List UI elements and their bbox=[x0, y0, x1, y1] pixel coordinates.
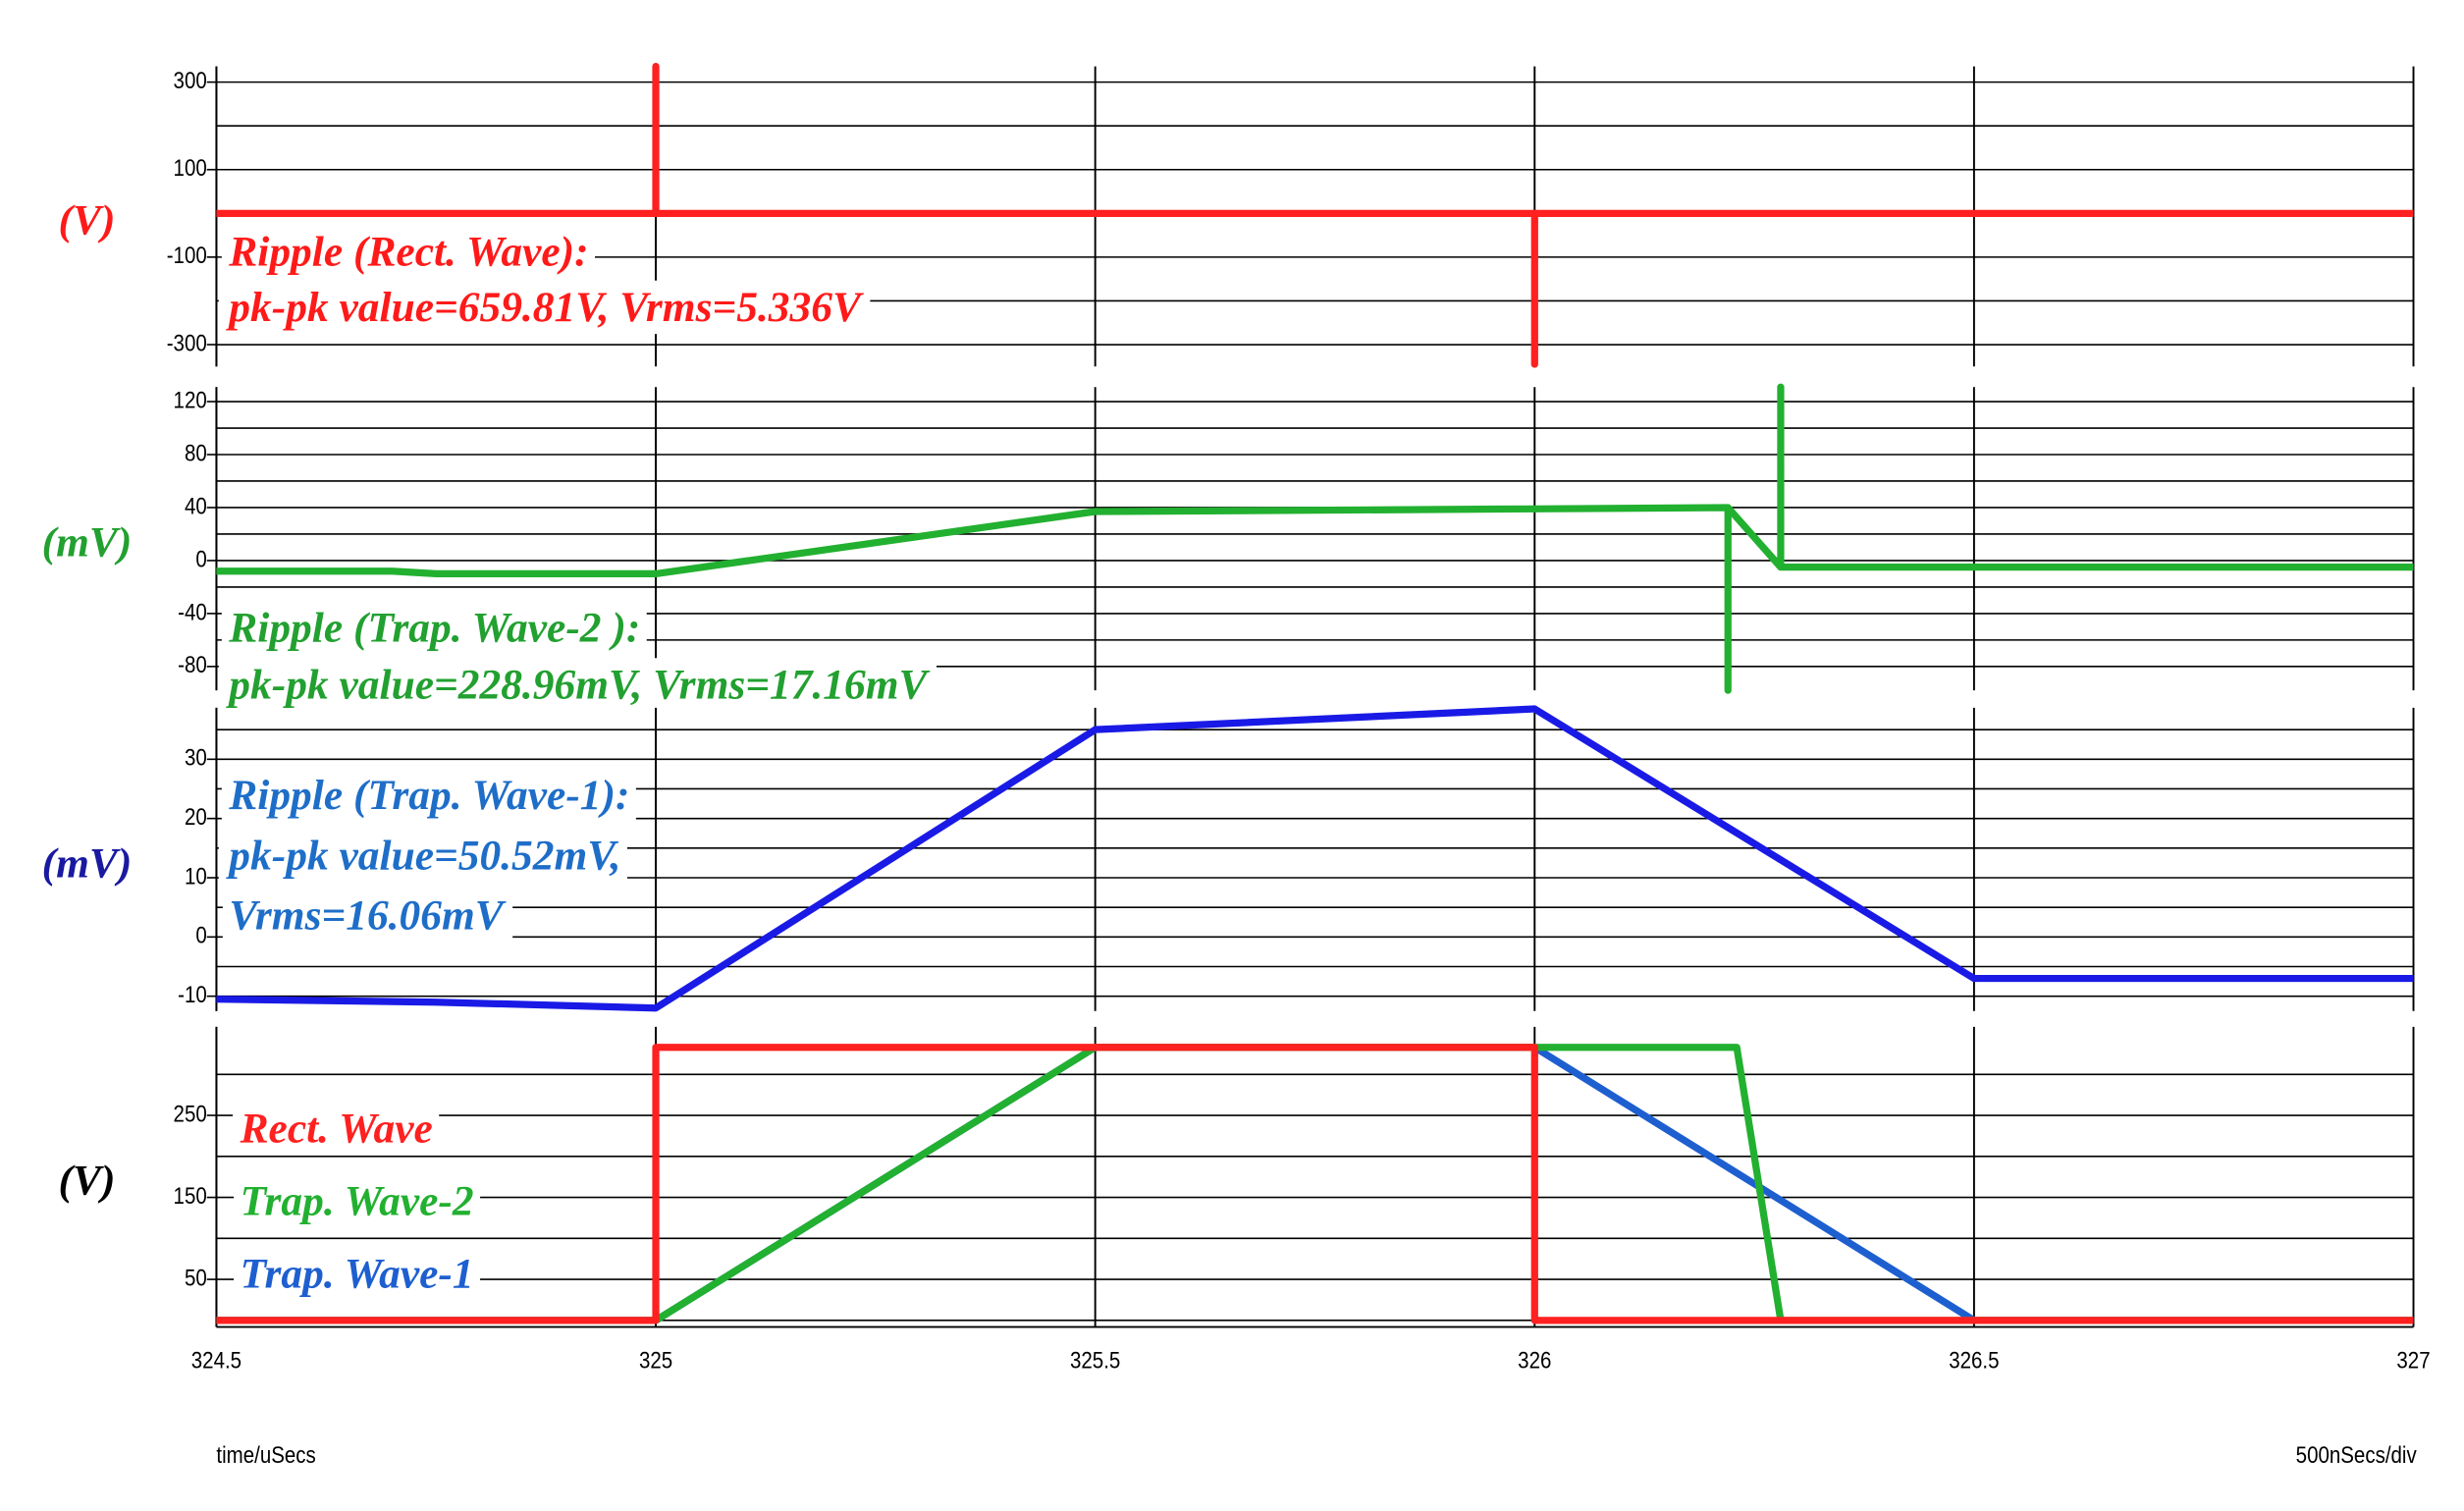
annotation: pk-pk value=228.96mV, Vrms=17.16mV bbox=[225, 661, 930, 708]
y-tick-label: 40 bbox=[185, 493, 207, 519]
label-background bbox=[218, 280, 871, 335]
x-scale-note: 500nSecs/div bbox=[2296, 1441, 2418, 1468]
x-tick-label: 326 bbox=[1518, 1347, 1551, 1374]
y-tick-label: 150 bbox=[174, 1182, 207, 1209]
legend-entry: Trap. Wave-1 bbox=[241, 1251, 474, 1298]
y-tick-label: 50 bbox=[185, 1265, 207, 1291]
y-tick-label: -100 bbox=[167, 243, 207, 269]
x-tick-label: 326.5 bbox=[1949, 1347, 1999, 1374]
label-background bbox=[221, 768, 636, 823]
line-series bbox=[216, 62, 2414, 368]
y-tick-label: 10 bbox=[185, 863, 207, 890]
y-tick-label: 0 bbox=[195, 546, 206, 572]
line-series bbox=[216, 1044, 2414, 1324]
annotation: Ripple (Trap. Wave-2 ): bbox=[228, 605, 640, 652]
y-tick-label: 30 bbox=[185, 744, 207, 771]
annotation: Vrms=16.06mV bbox=[229, 891, 506, 939]
annotation: pk-pk value=659.81V, Vrms=5.336V bbox=[225, 284, 864, 331]
x-tick-label: 325 bbox=[639, 1347, 672, 1374]
y-axis-label: (mV) bbox=[42, 519, 133, 567]
label-background bbox=[234, 1174, 481, 1228]
y-axis-label: (V) bbox=[59, 196, 116, 243]
x-tick-label: 325.5 bbox=[1070, 1347, 1120, 1374]
label-background bbox=[233, 1102, 440, 1156]
y-axis-label: (V) bbox=[59, 1158, 116, 1205]
line-series bbox=[216, 383, 2414, 694]
y-tick-label: -40 bbox=[178, 599, 207, 625]
y-tick-label: -10 bbox=[178, 981, 207, 1007]
label-background bbox=[218, 658, 937, 712]
label-background bbox=[222, 889, 513, 943]
y-tick-label: 250 bbox=[174, 1101, 207, 1127]
label-background bbox=[221, 601, 647, 655]
y-tick-label: 80 bbox=[185, 440, 207, 466]
annotation: Ripple (Trap. Wave-1): bbox=[228, 772, 629, 819]
y-tick-label: 0 bbox=[195, 922, 206, 948]
x-tick-label: 327 bbox=[2396, 1347, 2430, 1374]
label-background bbox=[218, 829, 627, 883]
y-tick-label: 20 bbox=[185, 803, 207, 830]
y-tick-label: 120 bbox=[174, 387, 207, 413]
y-tick-label: -300 bbox=[167, 330, 207, 356]
label-background bbox=[234, 1247, 481, 1301]
x-axis-label: time/uSecs bbox=[216, 1441, 315, 1468]
y-axis-label: (mV) bbox=[42, 839, 133, 887]
y-tick-label: 300 bbox=[174, 67, 207, 93]
label-background bbox=[221, 225, 596, 279]
y-tick-label: 100 bbox=[174, 155, 207, 182]
y-tick-label: -80 bbox=[178, 652, 207, 678]
line-series bbox=[216, 705, 2414, 1012]
annotation: Ripple (Rect. Wave): bbox=[228, 229, 588, 276]
x-tick-label: 324.5 bbox=[191, 1347, 241, 1374]
legend-entry: Rect. Wave bbox=[240, 1106, 433, 1153]
annotation: pk-pk value=50.52mV, bbox=[225, 832, 620, 879]
legend-entry: Trap. Wave-2 bbox=[241, 1178, 474, 1225]
